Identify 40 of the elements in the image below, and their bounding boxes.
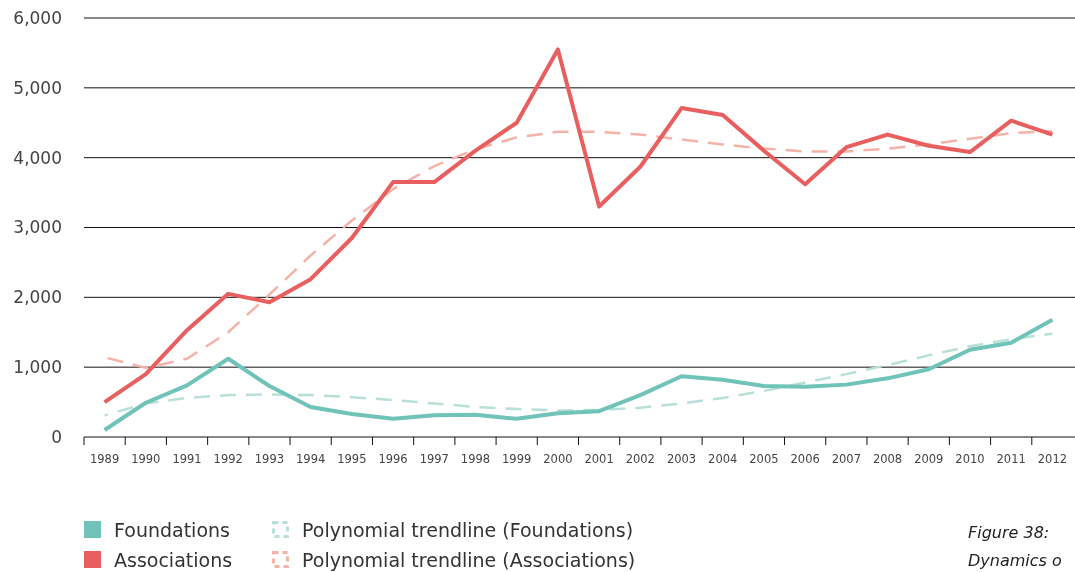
legend-label: Associations: [114, 549, 233, 571]
x-tick-label: 2001: [584, 452, 614, 466]
legend-label: Foundations: [114, 519, 230, 541]
x-tick-label: 1999: [502, 452, 532, 466]
line-series: [102, 317, 1055, 433]
legend-label: Polynomial trendline (Associations): [302, 549, 636, 571]
x-tick-label: 2008: [872, 452, 903, 466]
x-tick-label: 1993: [254, 452, 285, 466]
x-tick-label: 2006: [790, 452, 820, 466]
x-tick-label: 1989: [89, 452, 120, 466]
y-tick-label: 0: [51, 426, 62, 447]
x-tick-label: 1991: [172, 452, 202, 466]
x-tick-label: 2005: [749, 452, 779, 466]
line-series: [102, 47, 1055, 405]
x-tick-label: 2009: [914, 452, 944, 466]
x-tick-label: 2002: [625, 452, 655, 466]
y-tick-label: 1,000: [13, 357, 62, 378]
x-tick-label: 2004: [708, 452, 738, 466]
y-tick-label: 4,000: [13, 147, 62, 168]
x-tick-label: 2003: [666, 452, 697, 466]
x-tick-label: 1997: [419, 452, 449, 466]
line-series: [103, 332, 1054, 417]
x-tick-label: 1998: [460, 452, 491, 466]
x-tick-label: 2011: [996, 452, 1026, 466]
x-tick-label: 2007: [831, 452, 861, 466]
legend-label: Polynomial trendline (Foundations): [302, 519, 634, 541]
x-tick-label: 2000: [543, 452, 573, 466]
y-tick-label: 3,000: [13, 217, 62, 238]
x-tick-label: 2010: [955, 452, 985, 466]
x-tick-label: 2012: [1037, 452, 1068, 466]
caption: Figure 38:: [968, 523, 1050, 542]
x-tick-label: 1992: [213, 452, 243, 466]
x-tick-label: 1996: [378, 452, 408, 466]
x-tick-label: 1995: [337, 452, 367, 466]
text: Dynamics o: [968, 551, 1062, 570]
x-tick-label: 1994: [296, 452, 326, 466]
y-tick-label: 6,000: [13, 7, 62, 28]
y-tick-label: 2,000: [13, 287, 62, 308]
y-tick-label: 5,000: [13, 77, 62, 98]
x-tick-label: 1990: [131, 452, 161, 466]
